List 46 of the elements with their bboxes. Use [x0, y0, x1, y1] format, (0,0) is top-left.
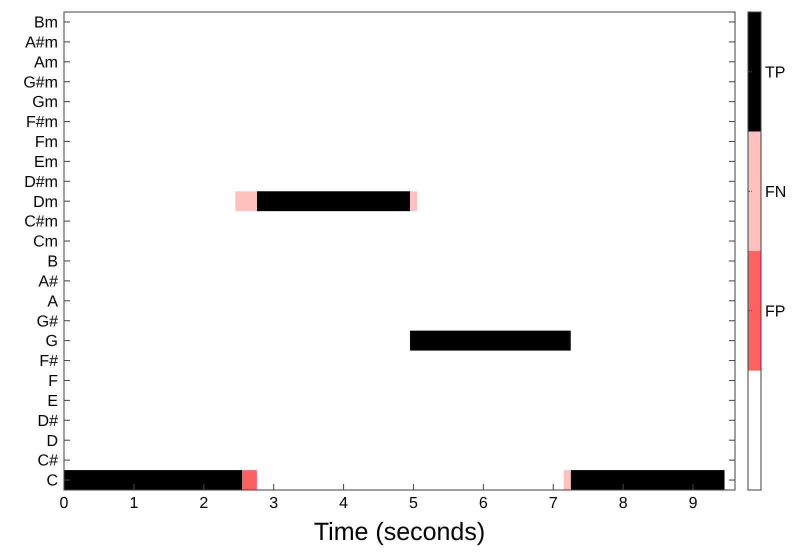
- y-tick-label: F#m: [26, 114, 58, 132]
- y-tick-label: D#: [38, 412, 58, 430]
- y-tick-label: C#m: [24, 214, 58, 231]
- text: FN: [765, 184, 786, 201]
- x-axis-title: Time (seconds): [314, 518, 486, 546]
- x-tick-label: 5: [409, 495, 418, 512]
- x-tick-label: 9: [688, 495, 698, 512]
- y-tick-label: Em: [34, 154, 58, 171]
- x-tick-label: 0: [60, 495, 69, 512]
- y-tick-label: D#m: [24, 174, 58, 191]
- x-tick-label: 8: [618, 495, 628, 512]
- bar: [410, 191, 417, 212]
- y-tick-label: G#m: [23, 74, 58, 92]
- bar: [64, 470, 242, 490]
- bar: [564, 470, 571, 490]
- x-tick-label: 4: [339, 495, 348, 512]
- bar: [256, 191, 410, 212]
- x-tick-label: 7: [548, 495, 558, 512]
- x-tick-label: 6: [478, 495, 488, 512]
- x-tick-label: 3: [269, 495, 278, 512]
- bar: [570, 470, 725, 490]
- y-tick-label: Cm: [33, 234, 58, 251]
- x-tick-label: 2: [199, 495, 208, 512]
- y-tick-label: Dm: [33, 194, 58, 211]
- text: TP: [765, 64, 786, 82]
- bar: [410, 330, 571, 351]
- y-tick-label: E: [47, 392, 58, 410]
- y-tick-label: Gm: [32, 94, 58, 112]
- y-tick-label: Am: [34, 54, 58, 72]
- bar: [242, 470, 257, 490]
- text: FP: [765, 303, 786, 320]
- y-tick-label: G: [46, 333, 58, 350]
- y-tick-label: Bm: [34, 14, 58, 32]
- y-tick-label: A#m: [25, 34, 58, 52]
- y-tick-label: C#: [38, 452, 58, 470]
- y-tick-label: F: [48, 373, 58, 390]
- x-tick-label: 1: [129, 495, 138, 512]
- y-tick-label: F#: [39, 353, 58, 370]
- y-tick-label: B: [47, 254, 58, 271]
- y-tick-label: A#: [38, 273, 58, 290]
- y-tick-label: Fm: [34, 134, 58, 152]
- y-tick-label: A: [47, 293, 58, 310]
- y-tick-label: C: [46, 472, 58, 490]
- y-tick-label: G#: [36, 313, 58, 330]
- bar: [235, 191, 257, 212]
- y-tick-label: D: [46, 432, 58, 450]
